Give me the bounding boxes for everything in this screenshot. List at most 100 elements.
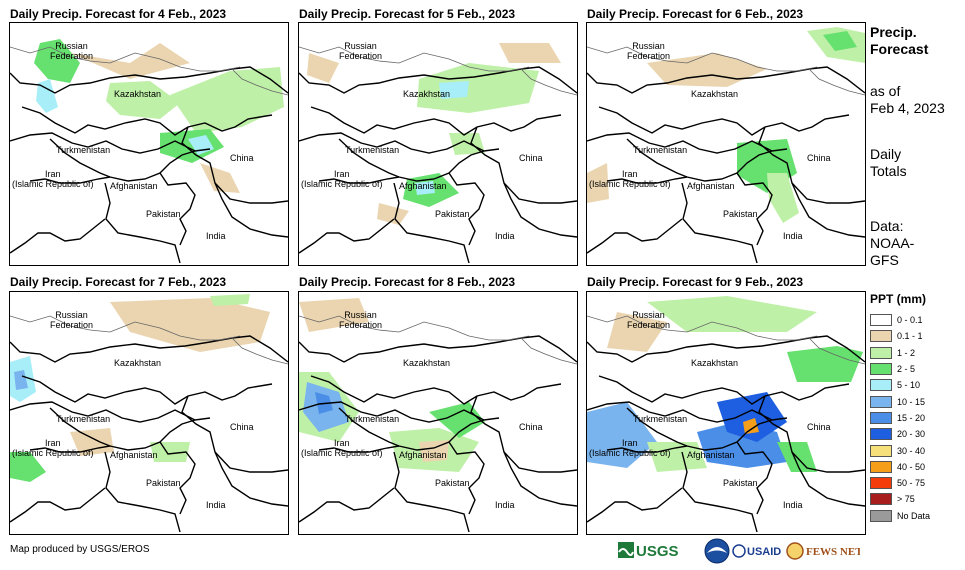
precip-area [307,53,339,83]
map-label-turkmenistan: Turkmenistan [633,414,688,424]
sidebar-data-source: Data: NOAA- GFS [870,218,915,268]
country-border [299,66,577,94]
map-label-iran: Iran (Islamic Republic of) [12,438,94,458]
map-label-pakistan: Pakistan [146,209,181,219]
country-border [299,46,530,72]
map-label-russia: Russian Federation [50,310,94,330]
precip-area [499,43,561,63]
sidebar-heading: Precip. Forecast [870,24,929,57]
map-label-china: China [807,422,831,432]
country-border [310,106,562,136]
map-label-kazakhstan: Kazakhstan [403,358,451,368]
legend-label: 15 - 20 [897,412,926,423]
country-border [299,335,577,363]
precip-area [210,294,250,306]
precip-area [170,67,284,133]
country-border [104,182,181,264]
precip-area [70,43,190,79]
precip-map [587,27,865,264]
country-border [587,335,865,363]
map-label-india: India [206,500,226,510]
legend-item: 40 - 50 [870,459,930,475]
country-border [606,445,688,453]
country-border [159,441,196,515]
country-border [393,451,470,533]
legend-label: 0.1 - 1 [897,331,923,342]
map-label-iran: Iran (Islamic Republic of) [301,169,383,189]
map-label-china: China [519,153,543,163]
country-border [29,445,111,453]
country-border [10,401,211,423]
precip-area [160,129,224,163]
legend-label: No Data [897,510,931,521]
precip-area [587,163,609,203]
precip-area [647,296,817,332]
country-border [338,138,485,182]
map-label-pakistan: Pakistan [723,478,758,488]
country-border [318,445,400,453]
country-border [159,172,196,246]
legend-swatch [870,395,892,408]
precip-map [10,294,288,533]
country-border [338,407,485,451]
legend-item: No Data [870,508,930,524]
map-panel-4: Russian Federation Kazakhstan Turkmenistan I… [9,291,289,535]
legend-item: 5 - 10 [870,377,930,393]
map-label-turkmenistan: Turkmenistan [56,145,111,155]
legend-label: 40 - 50 [897,461,926,472]
map-panel-5: Russian Federation Kazakhstan Turkmenistan I… [298,291,578,535]
map-label-iran: Iran (Islamic Republic of) [12,169,94,189]
legend-label: 20 - 30 [897,429,926,440]
country-border [10,132,211,154]
legend-label: 10 - 15 [897,396,926,407]
country-border [736,441,773,515]
country-border [503,451,577,507]
legend-swatch [870,428,892,441]
precip-area [647,442,707,472]
panel-title-6: Daily Precip. Forecast for 9 Feb., 2023 [587,275,804,289]
legend-label: 30 - 40 [897,445,926,456]
map-panel-3: Russian Federation Kazakhstan Turkmenistan I… [586,22,866,266]
legend-item: 50 - 75 [870,475,930,491]
legend-item: 0 - 0.1 [870,312,930,328]
country-border [10,487,106,523]
country-border [49,138,196,182]
precip-map [299,43,577,264]
country-border [49,407,196,451]
country-border [21,375,273,405]
precip-area [34,39,80,83]
country-border [470,126,577,204]
legend-label: 5 - 10 [897,380,921,391]
legend-item: 20 - 30 [870,426,930,442]
country-border [808,337,865,365]
noaa-logo [704,536,730,566]
country-border [587,66,865,94]
legend-label: 50 - 75 [897,478,926,489]
country-border [10,46,241,72]
legend-label: 1 - 2 [897,347,916,358]
country-border [587,218,683,254]
country-border [318,176,400,184]
precip-area [299,298,369,332]
precip-area [417,63,539,113]
precip-area [377,203,409,225]
legend-label: > 75 [897,494,915,505]
country-border [29,176,111,184]
precip-area [10,452,46,482]
map-label-russia: Russian Federation [50,41,94,61]
country-border [606,176,688,184]
legend-swatch [870,509,892,522]
legend-item: 10 - 15 [870,393,930,409]
legend-label: 0 - 0.1 [897,315,923,326]
country-border [181,395,288,473]
precip-area [36,79,58,113]
country-border [10,218,106,254]
country-border [470,395,577,473]
precip-area [150,442,190,462]
country-border [393,182,470,264]
legend-swatch [870,346,892,359]
country-border [626,407,773,451]
panel-title-1: Daily Precip. Forecast for 4 Feb., 2023 [10,7,227,21]
country-border [681,182,758,264]
legend-item: 2 - 5 [870,361,930,377]
